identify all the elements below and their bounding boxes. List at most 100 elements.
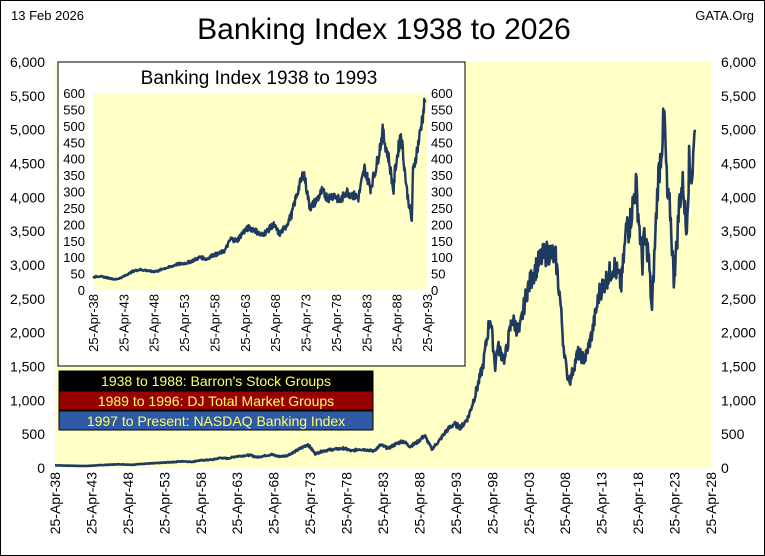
inset-title: Banking Index 1938 to 1993	[141, 68, 378, 89]
x-tick-label: 25-Apr-08	[557, 472, 573, 534]
y-tick-label-right: 1,500	[721, 359, 756, 375]
main-y-axis-left: 0 500 1,000 1,500 2,000 2,500 3,000 3,500 4,000 4…	[10, 54, 45, 476]
x-tick-label: 25-Apr-63	[238, 294, 253, 352]
y-tick-label-right: 500	[721, 426, 745, 442]
y-tick-label: 2,000	[10, 325, 45, 341]
y-tick-label: 1,000	[10, 392, 45, 408]
y-tick-label-right: 6,000	[721, 54, 756, 70]
inset-plot-area	[93, 93, 427, 290]
x-tick-label: 25-Apr-53	[177, 294, 192, 352]
y-tick-label-right: 4,500	[721, 156, 756, 172]
x-tick-label: 25-Apr-98	[484, 472, 500, 534]
x-tick-label: 25-Apr-43	[83, 472, 99, 534]
x-tick-label: 25-Apr-38	[86, 294, 101, 352]
x-tick-label: 25-Apr-78	[339, 472, 355, 534]
y-tick-label: 300	[63, 185, 85, 200]
y-tick-label: 0	[37, 460, 45, 476]
y-tick-label: 3,500	[10, 223, 45, 239]
y-tick-label-right: 550	[431, 102, 453, 117]
y-tick-label-right: 400	[431, 152, 453, 167]
inset-chart: Banking Index 1938 to 1993 0501001502002…	[57, 61, 466, 367]
y-tick-label-right: 450	[431, 135, 453, 150]
y-tick-label-right: 50	[431, 267, 445, 282]
legend: 1938 to 1988: Barron's Stock Groups 1989 …	[58, 370, 374, 431]
y-tick-label: 0	[78, 283, 85, 298]
y-tick-label-right: 100	[431, 250, 453, 265]
x-tick-label: 25-Apr-38	[47, 472, 63, 534]
x-tick-label: 25-Apr-13	[594, 472, 610, 534]
main-x-axis: 25-Apr-38 25-Apr-43 25-Apr-48 25-Apr-53 25-A…	[47, 472, 719, 534]
y-tick-label-right: 200	[431, 217, 453, 232]
x-tick-label: 25-Apr-68	[268, 294, 283, 352]
y-tick-label: 1,500	[10, 359, 45, 375]
y-tick-label: 100	[63, 250, 85, 265]
y-tick-label-right: 3,000	[721, 257, 756, 273]
y-tick-label: 400	[63, 152, 85, 167]
y-tick-label-right: 250	[431, 201, 453, 216]
x-tick-label: 25-Apr-88	[411, 472, 427, 534]
x-tick-label: 25-Apr-58	[193, 472, 209, 534]
y-tick-label: 6,000	[10, 54, 45, 70]
y-tick-label-right: 350	[431, 168, 453, 183]
y-tick-label: 2,500	[10, 291, 45, 307]
x-tick-label: 25-Apr-23	[667, 472, 683, 534]
legend-entry: 1997 to Present: NASDAQ Banking Index	[87, 413, 345, 429]
y-tick-label-right: 500	[431, 119, 453, 134]
x-tick-label: 25-Apr-48	[147, 294, 162, 352]
y-tick-label: 4,000	[10, 189, 45, 205]
y-tick-label: 550	[63, 102, 85, 117]
inset-x-axis: 25-Apr-38 25-Apr-43 25-Apr-48 25-Apr-53 25-A…	[86, 294, 435, 352]
x-tick-label: 25-Apr-53	[156, 472, 172, 534]
y-tick-label-right: 2,500	[721, 291, 756, 307]
main-series	[54, 107, 697, 468]
source-label: GATA.Org	[695, 8, 754, 23]
y-tick-label: 5,000	[10, 122, 45, 138]
x-tick-label: 25-Apr-83	[359, 294, 374, 352]
x-tick-label: 25-Apr-03	[521, 472, 537, 534]
y-tick-label: 3,000	[10, 257, 45, 273]
y-tick-label-right: 600	[431, 86, 453, 101]
y-tick-label-right: 3,500	[721, 223, 756, 239]
y-tick-label: 600	[63, 86, 85, 101]
y-tick-label-right: 4,000	[721, 189, 756, 205]
x-tick-label: 25-Apr-93	[420, 294, 435, 352]
legend-swatch	[58, 410, 374, 431]
y-tick-label: 250	[63, 201, 85, 216]
y-tick-label-right: 5,500	[721, 88, 756, 104]
y-tick-label-right: 2,000	[721, 325, 756, 341]
y-tick-label: 5,500	[10, 88, 45, 104]
main-y-axis-right: 0 500 1,000 1,500 2,000 2,500 3,000 3,500 4,000 4…	[721, 54, 756, 476]
y-tick-label: 350	[63, 168, 85, 183]
legend-swatch	[58, 370, 374, 391]
y-tick-label-right: 150	[431, 234, 453, 249]
series-line	[92, 97, 427, 281]
y-tick-label-right: 0	[431, 283, 438, 298]
date-label: 13 Feb 2026	[11, 8, 84, 23]
inset-series	[92, 97, 427, 281]
y-tick-label: 4,500	[10, 156, 45, 172]
x-tick-label: 25-Apr-83	[375, 472, 391, 534]
y-tick-label: 150	[63, 234, 85, 249]
x-tick-label: 25-Apr-78	[329, 294, 344, 352]
legend-swatch	[58, 390, 374, 411]
legend-entry: 1938 to 1988: Barron's Stock Groups	[101, 373, 331, 389]
x-tick-label: 25-Apr-88	[390, 294, 405, 352]
x-tick-label: 25-Apr-18	[630, 472, 646, 534]
x-tick-label: 25-Apr-28	[703, 472, 719, 534]
main-title: Banking Index 1938 to 2026	[197, 13, 571, 46]
y-tick-label-right: 0	[721, 460, 729, 476]
y-tick-label-right: 300	[431, 185, 453, 200]
y-tick-label-right: 5,000	[721, 122, 756, 138]
y-tick-label: 50	[71, 267, 85, 282]
x-tick-label: 25-Apr-93	[448, 472, 464, 534]
legend-entry: 1989 to 1996: DJ Total Market Groups	[98, 393, 334, 409]
y-tick-label: 500	[22, 426, 46, 442]
y-tick-label-right: 1,000	[721, 392, 756, 408]
x-tick-label: 25-Apr-48	[120, 472, 136, 534]
x-tick-label: 25-Apr-58	[207, 294, 222, 352]
x-tick-label: 25-Apr-73	[299, 294, 314, 352]
y-tick-label: 450	[63, 135, 85, 150]
